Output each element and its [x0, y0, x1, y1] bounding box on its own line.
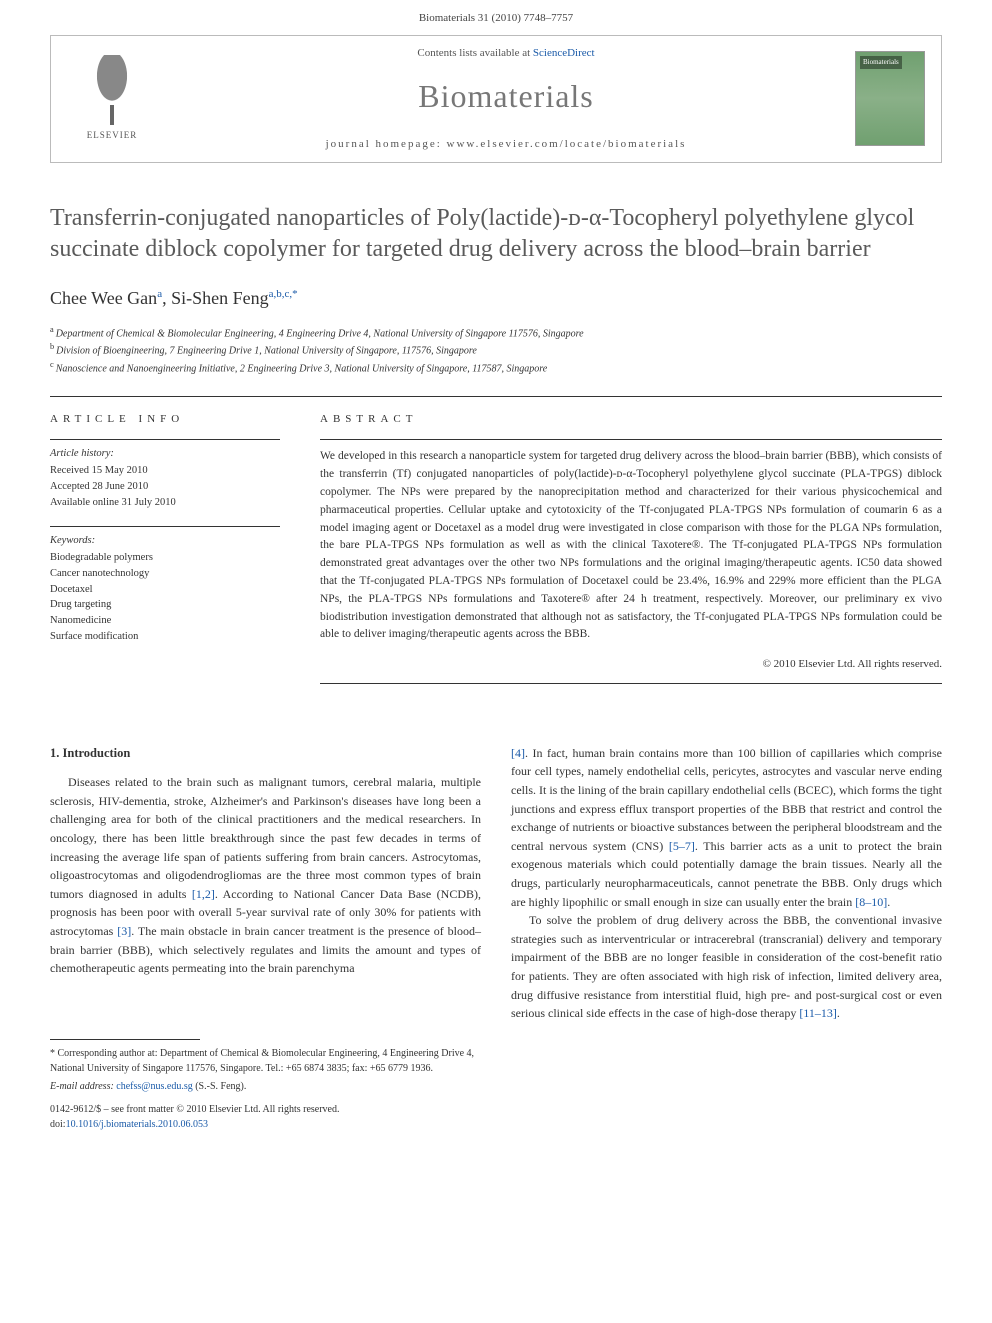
page-footer: * Corresponding author at: Department of… — [0, 1023, 992, 1162]
keyword: Nanomedicine — [50, 613, 280, 629]
cover-thumb-label: Biomaterials — [860, 56, 902, 69]
doi-link[interactable]: 10.1016/j.biomaterials.2010.06.053 — [66, 1119, 209, 1130]
elsevier-logo: ELSEVIER — [67, 44, 157, 154]
authors-list: Chee Wee Gana, Si-Shen Fenga,b,c,* — [50, 285, 942, 312]
article-header: Transferrin-conjugated nanoparticles of … — [0, 163, 992, 714]
para-text: Diseases related to the brain such as ma… — [50, 775, 481, 901]
article-info-column: ARTICLE INFO Article history: Received 1… — [50, 411, 280, 684]
footer-right — [511, 1039, 942, 1132]
footer-left: * Corresponding author at: Department of… — [50, 1039, 481, 1132]
article-history: Article history: Received 15 May 2010 Ac… — [50, 439, 280, 510]
abstract-copyright: © 2010 Elsevier Ltd. All rights reserved… — [320, 656, 942, 673]
keyword: Biodegradable polymers — [50, 550, 280, 566]
corresponding-email[interactable]: chefss@nus.edu.sg — [116, 1081, 192, 1092]
body-paragraph: [4]. In fact, human brain contains more … — [511, 744, 942, 911]
contents-available-line: Contents lists available at ScienceDirec… — [157, 45, 855, 62]
para-text: To solve the problem of drug delivery ac… — [511, 913, 942, 1020]
journal-title: Biomaterials — [157, 72, 855, 120]
keyword: Docetaxel — [50, 582, 280, 598]
elsevier-label: ELSEVIER — [87, 129, 138, 143]
para-text: . In fact, human brain contains more tha… — [511, 746, 942, 853]
body-right-column: [4]. In fact, human brain contains more … — [511, 744, 942, 1023]
author-marks: a — [157, 288, 162, 300]
citation-header: Biomaterials 31 (2010) 7748–7757 — [0, 0, 992, 35]
affiliations: aDepartment of Chemical & Biomolecular E… — [50, 324, 942, 376]
author-marks: a,b,c,* — [269, 288, 298, 300]
aff-text: Nanoscience and Nanoengineering Initiati… — [56, 363, 548, 374]
body-left-column: 1. Introduction Diseases related to the … — [50, 744, 481, 1023]
keywords-block: Keywords: Biodegradable polymers Cancer … — [50, 526, 280, 644]
journal-homepage: journal homepage: www.elsevier.com/locat… — [157, 136, 855, 153]
email-label: E-mail address: — [50, 1081, 116, 1092]
online-date: Available online 31 July 2010 — [50, 495, 280, 511]
abstract-column: ABSTRACT We developed in this research a… — [320, 411, 942, 684]
journal-cover-thumb: Biomaterials — [855, 51, 925, 146]
email-line: E-mail address: chefss@nus.edu.sg (S.-S.… — [50, 1079, 481, 1094]
ref-link[interactable]: [11–13] — [799, 1006, 837, 1020]
ref-link[interactable]: [5–7] — [669, 839, 695, 853]
affiliation: aDepartment of Chemical & Biomolecular E… — [50, 324, 942, 341]
body-paragraph: To solve the problem of drug delivery ac… — [511, 911, 942, 1023]
sciencedirect-link[interactable]: ScienceDirect — [533, 47, 595, 59]
doi-label: doi: — [50, 1119, 66, 1130]
section-divider — [50, 396, 942, 397]
keyword: Drug targeting — [50, 597, 280, 613]
author-name: Si-Shen Feng — [171, 288, 269, 308]
footer-divider — [50, 1039, 200, 1040]
abstract-bottom-divider — [320, 683, 942, 684]
keyword: Cancer nanotechnology — [50, 566, 280, 582]
aff-text: Department of Chemical & Biomolecular En… — [56, 328, 584, 339]
aff-mark: a — [50, 325, 54, 334]
corresponding-author: * Corresponding author at: Department of… — [50, 1046, 481, 1076]
intro-heading: 1. Introduction — [50, 744, 481, 763]
para-text: . — [837, 1006, 840, 1020]
abstract-text: We developed in this research a nanopart… — [320, 448, 942, 644]
affiliation: cNanoscience and Nanoengineering Initiat… — [50, 359, 942, 376]
article-title: Transferrin-conjugated nanoparticles of … — [50, 203, 942, 265]
journal-banner: ELSEVIER Contents lists available at Sci… — [50, 35, 942, 163]
aff-mark: c — [50, 360, 54, 369]
article-info-heading: ARTICLE INFO — [50, 411, 280, 428]
abstract-heading: ABSTRACT — [320, 411, 942, 428]
doi-line: doi:10.1016/j.biomaterials.2010.06.053 — [50, 1117, 481, 1132]
accepted-date: Accepted 28 June 2010 — [50, 479, 280, 495]
ref-link[interactable]: [4] — [511, 746, 525, 760]
keywords-label: Keywords: — [50, 533, 280, 549]
ref-link[interactable]: [8–10] — [855, 895, 887, 909]
citation-text: Biomaterials 31 (2010) 7748–7757 — [419, 12, 573, 24]
body-columns: 1. Introduction Diseases related to the … — [0, 744, 992, 1023]
aff-text: Division of Bioengineering, 7 Engineerin… — [56, 346, 477, 357]
contents-prefix: Contents lists available at — [417, 47, 532, 59]
author-name: Chee Wee Gan — [50, 288, 157, 308]
ref-link[interactable]: [1,2] — [192, 887, 215, 901]
keyword: Surface modification — [50, 629, 280, 645]
journal-center: Contents lists available at ScienceDirec… — [157, 45, 855, 152]
email-suffix: (S.-S. Feng). — [193, 1081, 247, 1092]
aff-mark: b — [50, 342, 54, 351]
issn-line: 0142-9612/$ – see front matter © 2010 El… — [50, 1102, 481, 1117]
info-abstract-row: ARTICLE INFO Article history: Received 1… — [50, 411, 942, 684]
history-label: Article history: — [50, 446, 280, 462]
intro-paragraph: Diseases related to the brain such as ma… — [50, 773, 481, 978]
ref-link[interactable]: [3] — [117, 924, 131, 938]
received-date: Received 15 May 2010 — [50, 463, 280, 479]
elsevier-tree-icon — [82, 55, 142, 125]
para-text: . — [887, 895, 890, 909]
abstract-divider — [320, 439, 942, 440]
keywords-list: Biodegradable polymers Cancer nanotechno… — [50, 550, 280, 645]
affiliation: bDivision of Bioengineering, 7 Engineeri… — [50, 341, 942, 358]
